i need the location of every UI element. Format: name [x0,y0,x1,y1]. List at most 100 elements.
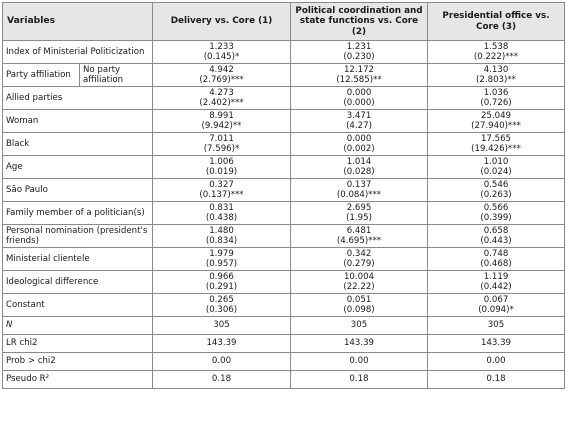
cell: 4.130 (2.803)** [427,63,565,87]
coef: 17.565 [480,133,512,144]
coef: 1.231 [346,41,372,52]
std-error: (22.22) [343,282,375,292]
std-error: (0.263) [480,190,512,200]
coef: 1.036 [483,87,509,98]
coef: 10.004 [343,271,375,282]
std-error: (0.222)*** [473,52,519,62]
table-row: Allied parties 4.273 (2.402)*** 0.000 (0.0… [2,86,565,110]
cell: 7.011 (7.596)* [152,132,291,156]
coef: 3.471 [346,110,372,121]
coef: 0.137 [346,179,372,190]
header-row: Variables Delivery vs. Core (1) Politica… [2,2,565,41]
table-row: São Paulo 0.327 (0.137)*** 0.137 (0.084)**… [2,178,565,202]
table-row: Ministerial clientele 1.979 (0.957) 0.342… [2,247,565,271]
cell: 143.39 [152,334,291,353]
cell: 1.480 (0.834) [152,224,291,248]
stats-row: N 305 305 305 [2,316,565,335]
coef: 7.011 [209,133,234,144]
coef: 0.051 [346,294,372,305]
std-error: (0.230) [343,52,375,62]
cell: 1.010 (0.024) [427,155,565,179]
stats-row: Prob > chi2 0.00 0.00 0.00 [2,352,565,371]
cell: 305 [290,316,428,335]
coef: 0.748 [483,248,509,259]
std-error: (0.957) [205,259,238,269]
coef: 4.130 [483,64,509,75]
cell: 10.004 (22.22) [290,270,428,294]
std-error: (0.443) [480,236,512,246]
row-label: Party affiliation [2,63,80,87]
coef: 0.831 [209,202,234,213]
cell: 17.565 (19.426)*** [427,132,565,156]
row-label: Black [2,132,153,156]
cell: 0.18 [152,370,291,389]
coef: 1.233 [209,41,234,52]
coef: 1.119 [483,271,509,282]
std-error: (9.942)** [201,121,242,131]
coef: 12.172 [343,64,375,75]
stats-row: LR chi2 143.39 143.39 143.39 [2,334,565,353]
cell: 305 [152,316,291,335]
coef: 1.014 [346,156,372,167]
std-error: (0.279) [343,259,375,269]
coef: 0.658 [483,225,509,236]
table-row: Index of Ministerial Politicization 1.23… [2,40,565,64]
coef: 1.010 [483,156,509,167]
cell: 0.00 [427,352,565,371]
coef: 0.546 [483,179,509,190]
table-row: Black 7.011 (7.596)* 0.000 (0.002) 17.565(… [2,132,565,156]
cell: 143.39 [290,334,428,353]
row-sublabel: No party affiliation [79,63,153,87]
stats-row: Pseudo R² 0.18 0.18 0.18 [2,370,565,389]
cell: 12.172 (12.585)** [290,63,428,87]
cell: 143.39 [427,334,565,353]
std-error: (0.024) [480,167,512,177]
row-label: Age [2,155,153,179]
coef: 0.966 [209,271,234,282]
table-row: Party affiliation No party affiliation 4… [2,63,565,87]
std-error: (27.940)*** [471,121,521,131]
row-label: LR chi2 [2,334,153,353]
cell: 0.00 [152,352,291,371]
row-label: N [2,316,153,335]
cell: 0.966 (0.291) [152,270,291,294]
std-error: (2.769)*** [199,75,244,85]
row-label: Personal nomination (president's friends… [2,224,153,248]
cell: 4.942 (2.769)*** [152,63,291,87]
cell: 1.014 (0.028) [290,155,428,179]
std-error: (0.000) [343,98,375,108]
row-label: Pseudo R² [2,370,153,389]
cell: 0.265 (0.306) [152,293,291,317]
std-error: (0.084)*** [336,190,382,200]
regression-table: Variables Delivery vs. Core (1) Politica… [2,2,565,389]
std-error: (12.585)** [336,75,382,85]
header-col1: Delivery vs. Core (1) [152,2,291,41]
std-error: (0.019) [205,167,238,177]
cell: 0.566 (0.399) [427,201,565,225]
cell: 0.18 [290,370,428,389]
cell: 0.067 (0.094)* [427,293,565,317]
std-error: (0.094)* [478,305,514,315]
row-label: Constant [2,293,153,317]
header-col2: Political coordination and state functio… [290,2,428,41]
std-error: (0.399) [480,213,512,223]
cell: 3.471 (4.27) [290,109,428,133]
std-error: (0.834) [205,236,238,246]
header-col3: Presidential office vs. Core (3) [427,2,565,41]
std-error: (0.137)*** [199,190,244,200]
table-row: Family member of a politician(s) 0.831 (0… [2,201,565,225]
row-label: São Paulo [2,178,153,202]
row-label: Ideological difference [2,270,153,294]
cell: 0.342 (0.279) [290,247,428,271]
cell: 0.748 (0.468) [427,247,565,271]
std-error: (0.028) [343,167,375,177]
cell: 0.658 (0.443) [427,224,565,248]
cell: 305 [427,316,565,335]
regression-table-wrapper: Variables Delivery vs. Core (1) Politica… [2,2,565,389]
cell: 0.327 (0.137)*** [152,178,291,202]
coef: 0.000 [346,133,372,144]
coef: 4.942 [209,64,234,75]
coef: 6.481 [346,225,372,236]
cell: 1.119 (0.442) [427,270,565,294]
cell: 0.831 (0.438) [152,201,291,225]
